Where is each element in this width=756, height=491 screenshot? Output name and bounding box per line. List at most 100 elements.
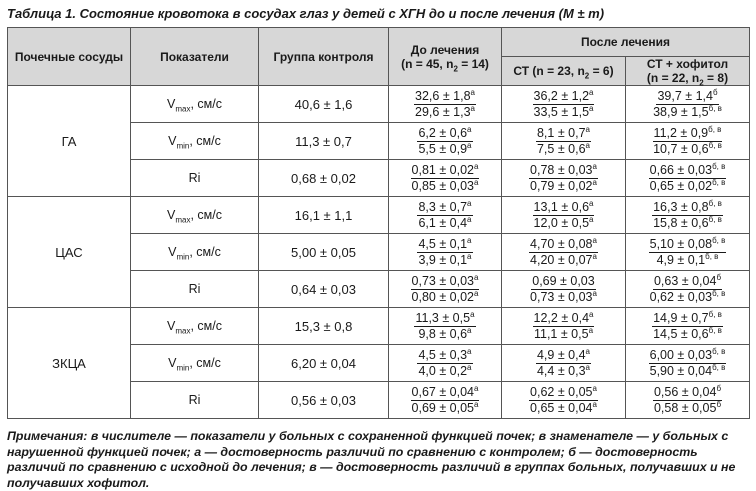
denominator: 5,90 ± 0,04б, в [649, 362, 726, 378]
header-vessels: Почечные сосуды [7, 27, 131, 86]
numerator: 0,56 ± 0,04б [652, 383, 723, 401]
numerator: 13,1 ± 0,6а [532, 198, 595, 216]
numerator: 0,66 ± 0,03б, в [648, 161, 727, 179]
value-cell-st: 12,2 ± 0,4а 11,1 ± 0,5а [501, 307, 626, 345]
table-row: ГА Vmax, см/с 40,6 ± 1,6 32,6 ± 1,8а 29,6 ± … [7, 85, 750, 197]
fraction-value: 11,3 ± 0,5а 9,8 ± 0,6а [414, 309, 476, 342]
denominator: 38,9 ± 1,5б, в [653, 103, 722, 119]
denominator: 0,62 ± 0,03б, в [649, 288, 726, 304]
numerator: 5,10 ± 0,08б, в [648, 235, 727, 253]
fraction-value: 0,62 ± 0,05а 0,65 ± 0,04а [529, 383, 598, 416]
fraction-value: 14,9 ± 0,7б, в 14,5 ± 0,6б, в [652, 310, 723, 342]
fraction-value: 36,2 ± 1,2а 33,5 ± 1,5а [532, 88, 595, 120]
fraction-value: 0,56 ± 0,04б 0,58 ± 0,05б [652, 383, 723, 416]
denominator: 0,85 ± 0,03а [411, 177, 479, 193]
denominator: 0,65 ± 0,04а [530, 399, 597, 415]
value-cell-sth: 5,10 ± 0,08б, в 4,9 ± 0,1б, в [625, 233, 750, 271]
numerator: 0,67 ± 0,04а [410, 383, 480, 401]
numerator: 4,9 ± 0,4а [535, 346, 591, 364]
fraction-value: 0,63 ± 0,04б 0,62 ± 0,03б, в [649, 272, 727, 305]
numerator: 8,3 ± 0,7а [417, 198, 473, 216]
denominator: 4,0 ± 0,2а [418, 362, 472, 378]
numerator: 6,00 ± 0,03б, в [648, 346, 727, 364]
vessel-group: ЗКЦА [7, 307, 131, 419]
value-cell-sth: 0,63 ± 0,04б 0,62 ± 0,03б, в [625, 270, 750, 308]
fraction-value: 4,5 ± 0,3а 4,0 ± 0,2а [417, 346, 473, 379]
fraction-value: 8,3 ± 0,7а 6,1 ± 0,4а [417, 198, 473, 231]
indicator-cell: Ri [130, 381, 259, 419]
control-value: 6,20 ± 0,04 [258, 344, 389, 382]
fraction-value: 12,2 ± 0,4а 11,1 ± 0,5а [532, 309, 595, 342]
denominator: 0,79 ± 0,02а [530, 177, 597, 193]
control-value: 15,3 ± 0,8 [258, 307, 389, 345]
control-value: 0,64 ± 0,03 [258, 270, 389, 308]
denominator: 0,80 ± 0,02а [411, 288, 479, 304]
table-row: ЗКЦА Vmax, см/с 15,3 ± 0,8 11,3 ± 0,5а 9,8 ±… [7, 307, 750, 419]
denominator: 11,1 ± 0,5а [533, 325, 594, 341]
numerator: 32,6 ± 1,8а [414, 87, 476, 105]
denominator: 14,5 ± 0,6б, в [653, 325, 722, 341]
value-cell-st: 0,78 ± 0,03а 0,79 ± 0,02а [501, 159, 626, 197]
numerator: 11,3 ± 0,5а [414, 309, 476, 327]
table-row: Vmin, см/с 11,3 ± 0,7 6,2 ± 0,6а 5,5 ± 0,9а… [8, 122, 750, 160]
numerator: 4,5 ± 0,3а [417, 346, 473, 364]
denominator: 3,9 ± 0,1а [418, 251, 472, 267]
numerator: 0,62 ± 0,05а [529, 383, 598, 401]
fraction-value: 8,1 ± 0,7а 7,5 ± 0,6а [535, 125, 591, 157]
control-value: 5,00 ± 0,05 [258, 233, 389, 271]
indicator-cell: Vmax, см/с [130, 85, 259, 123]
value-cell-before: 0,67 ± 0,04а 0,69 ± 0,05а [388, 381, 502, 419]
table-row: Vmin, см/с 6,20 ± 0,04 4,5 ± 0,3а 4,0 ± 0,2… [8, 344, 750, 382]
value-cell-sth: 16,3 ± 0,8б, в 15,8 ± 0,6б, в [625, 196, 750, 234]
denominator: 29,6 ± 1,3а [415, 103, 475, 119]
value-cell-before: 11,3 ± 0,5а 9,8 ± 0,6а [388, 307, 502, 345]
header-before: До лечения (n = 45, n2 = 14) [388, 27, 502, 86]
fraction-value: 6,00 ± 0,03б, в 5,90 ± 0,04б, в [648, 346, 727, 379]
value-cell-before: 32,6 ± 1,8а 29,6 ± 1,3а [388, 85, 502, 123]
denominator: 10,7 ± 0,6б, в [653, 140, 722, 156]
denominator: 0,69 ± 0,05а [411, 399, 479, 415]
control-value: 11,3 ± 0,7 [258, 122, 389, 160]
value-cell-before: 8,3 ± 0,7а 6,1 ± 0,4а [388, 196, 502, 234]
fraction-value: 4,9 ± 0,4а 4,4 ± 0,3а [535, 346, 591, 379]
control-value: 0,56 ± 0,03 [258, 381, 389, 419]
indicator-cell: Vmax, см/с [130, 196, 259, 234]
results-table: Почечные сосуды Показатели Группа контро… [7, 27, 750, 419]
denominator: 0,58 ± 0,05б [653, 399, 722, 415]
denominator: 6,1 ± 0,4а [418, 214, 472, 230]
fraction-value: 11,2 ± 0,9б, в 10,7 ± 0,6б, в [652, 124, 723, 157]
table-row: Ri 0,56 ± 0,03 0,67 ± 0,04а 0,69 ± 0,05а 0,6… [8, 381, 750, 419]
numerator: 0,81 ± 0,02а [410, 161, 480, 179]
table-body: ГА Vmax, см/с 40,6 ± 1,6 32,6 ± 1,8а 29,6 ± … [7, 85, 750, 419]
value-cell-before: 4,5 ± 0,1а 3,9 ± 0,1а [388, 233, 502, 271]
numerator: 12,2 ± 0,4а [532, 309, 595, 327]
numerator: 4,70 ± 0,08а [529, 235, 598, 253]
fraction-value: 0,78 ± 0,03а 0,79 ± 0,02а [529, 162, 598, 194]
indicator-cell: Vmin, см/с [130, 344, 259, 382]
denominator: 4,20 ± 0,07а [530, 251, 597, 267]
value-cell-before: 6,2 ± 0,6а 5,5 ± 0,9а [388, 122, 502, 160]
value-cell-st: 13,1 ± 0,6а 12,0 ± 0,5а [501, 196, 626, 234]
fraction-value: 0,81 ± 0,02а 0,85 ± 0,03а [410, 161, 480, 194]
fraction-value: 32,6 ± 1,8а 29,6 ± 1,3а [414, 87, 476, 120]
value-cell-sth: 0,56 ± 0,04б 0,58 ± 0,05б [625, 381, 750, 419]
header-before-n: (n = 45, n2 = 14) [401, 56, 489, 73]
value-cell-before: 0,73 ± 0,03а 0,80 ± 0,02а [388, 270, 502, 308]
value-cell-st: 36,2 ± 1,2а 33,5 ± 1,5а [501, 85, 626, 123]
indicator-cell: Ri [130, 270, 259, 308]
vessel-group: ГА [7, 85, 131, 197]
fraction-value: 6,2 ± 0,6а 5,5 ± 0,9а [417, 125, 473, 157]
denominator: 9,8 ± 0,6а [418, 325, 472, 341]
denominator: 4,9 ± 0,1б, в [656, 251, 719, 267]
vessel-group: ЦАС [7, 196, 131, 308]
numerator: 11,2 ± 0,9б, в [652, 124, 723, 142]
header-after: После лечения [501, 27, 750, 57]
numerator: 0,63 ± 0,04б [652, 272, 723, 290]
fraction-value: 16,3 ± 0,8б, в 15,8 ± 0,6б, в [652, 199, 723, 231]
fraction-value: 0,67 ± 0,04а 0,69 ± 0,05а [410, 383, 480, 416]
fraction-value: 0,66 ± 0,03б, в 0,65 ± 0,02б, в [648, 161, 727, 194]
numerator: 4,5 ± 0,1а [417, 235, 473, 253]
fraction-value: 0,69 ± 0,03 0,73 ± 0,03а [529, 274, 598, 305]
indicator-cell: Vmax, см/с [130, 307, 259, 345]
